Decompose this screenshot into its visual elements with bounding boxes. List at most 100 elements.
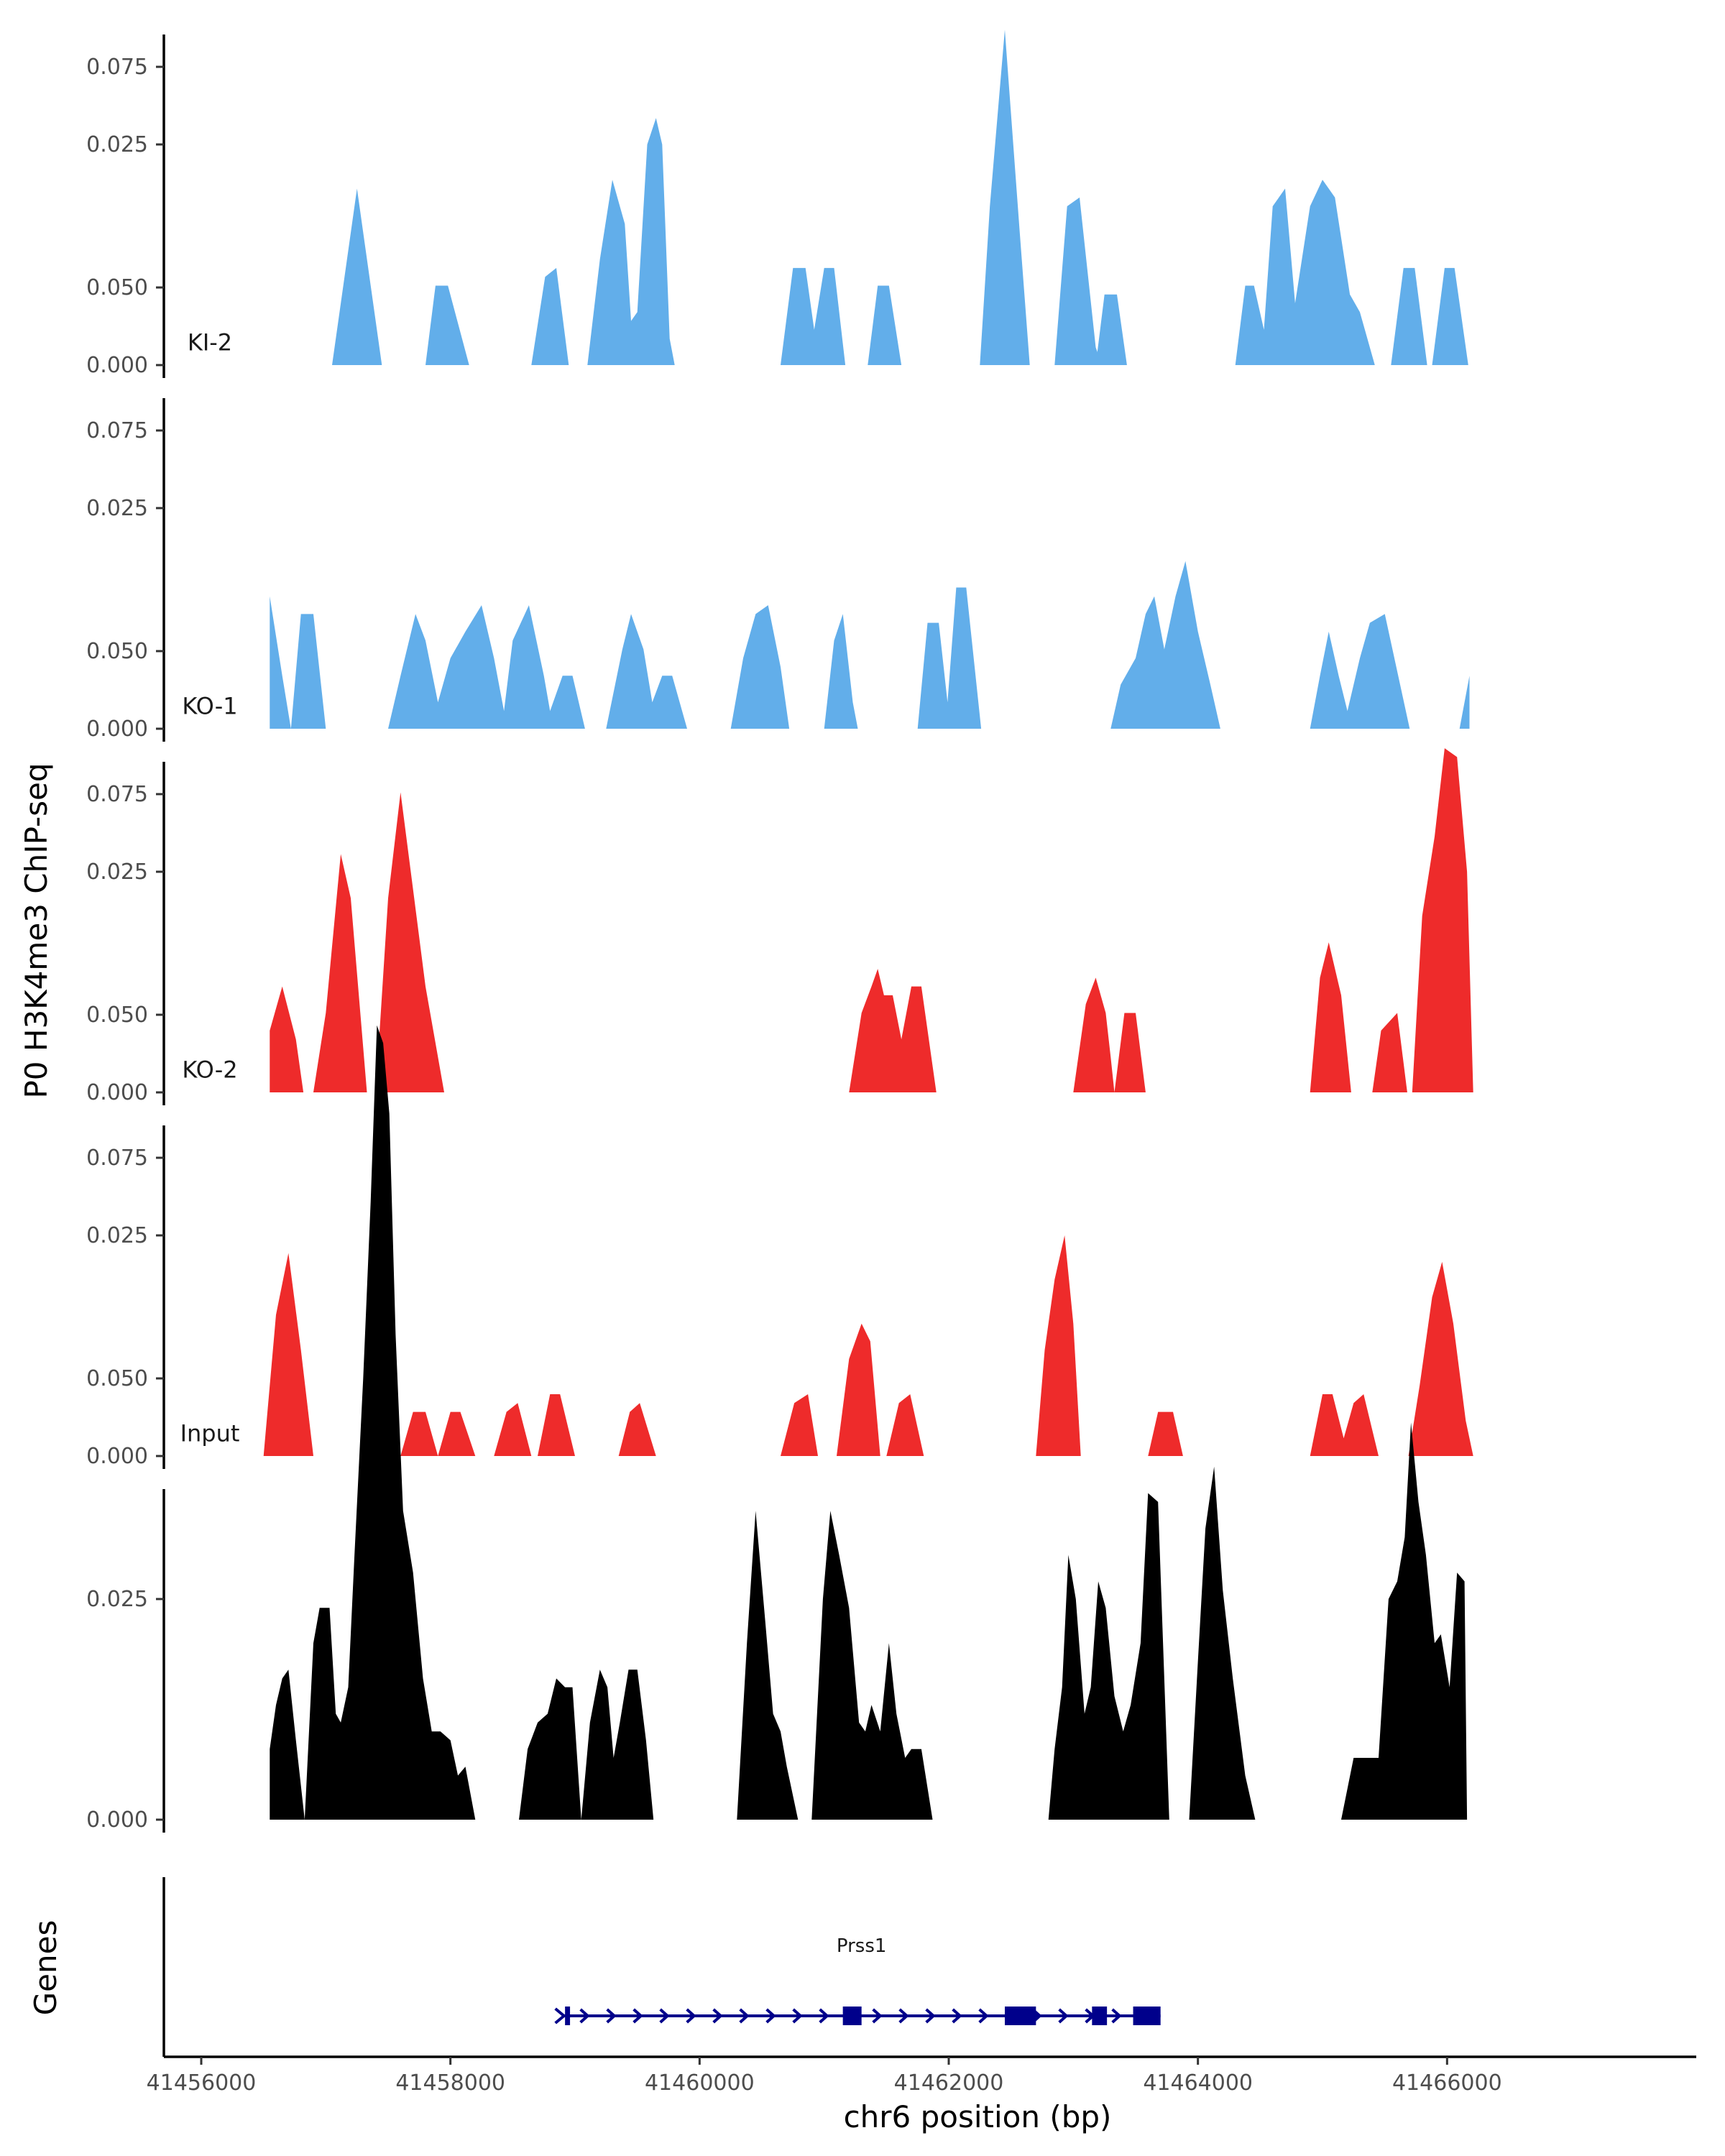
peak-ko-2-3 <box>494 1403 532 1456</box>
peak-ki-1-0 <box>332 188 382 365</box>
strand-arrow-8 <box>792 2008 803 2024</box>
y-tick-label-ki-2-3: 0.075 <box>86 55 148 80</box>
peak-ki-1-5 <box>868 285 902 365</box>
peak-ko-2-8 <box>886 1394 924 1456</box>
peak-ko-2-10 <box>1148 1411 1183 1456</box>
strand-arrow-0 <box>579 2008 590 2024</box>
peak-ki-1-3 <box>587 118 675 365</box>
y-tick-label-ko-2-1: 0.025 <box>86 1223 148 1248</box>
exon-1 <box>842 2007 862 2025</box>
x-axis-title: chr6 position (bp) <box>844 2099 1112 2134</box>
track-label-input: Input <box>180 1420 240 1447</box>
peak-input-0 <box>270 1669 305 1820</box>
x-tick-label-3: 41462000 <box>894 2070 1004 2096</box>
strand-arrow-18 <box>1058 2008 1069 2024</box>
y-tick-label-ko-1-3: 0.075 <box>86 418 148 443</box>
x-tick-label-1: 41458000 <box>395 2070 505 2096</box>
peak-ko-2-5 <box>618 1403 656 1456</box>
peak-ko-2-1 <box>400 1411 438 1456</box>
gene-track-title: Genes <box>28 1920 63 2016</box>
peak-ki-2-8 <box>1459 676 1470 729</box>
peak-input-8 <box>1341 1422 1468 1820</box>
y-tick-label-input-1: 0.025 <box>86 1587 148 1612</box>
y-tick-label-ki-2-2: 0.050 <box>86 275 148 300</box>
track-label-ki-2: KI-2 <box>188 329 232 356</box>
peak-ki-2-5 <box>917 587 982 729</box>
peak-input-6 <box>1048 1493 1169 1820</box>
strand-arrow-4 <box>686 2008 696 2024</box>
peak-input-5 <box>811 1511 933 1820</box>
exon-3 <box>1092 2007 1108 2025</box>
exon-4 <box>1133 2007 1161 2025</box>
gene-track-panel: Genes Prss1 <box>28 1877 1161 2057</box>
strand-arrow-5 <box>712 2008 723 2024</box>
peak-input-4 <box>737 1511 799 1820</box>
signal-panels: 0.0000.0250.0500.075KI-10.0000.0250.0500… <box>86 29 1473 1833</box>
peak-ki-1-4 <box>781 267 846 365</box>
strand-arrow-11 <box>872 2008 883 2024</box>
strand-arrow-13 <box>925 2008 936 2024</box>
peak-input-1 <box>304 1025 476 1820</box>
peak-ko-2-9 <box>1036 1235 1081 1456</box>
y-tick-label-ko-2-3: 0.075 <box>86 782 148 807</box>
exon-2 <box>1005 2007 1036 2025</box>
panel-ko-1: 0.000 0.025 0.050 0.075 KO-1 <box>86 418 1473 1105</box>
peak-ki-1-2 <box>531 267 569 365</box>
peak-ki-1-9 <box>1235 180 1375 365</box>
peak-ko-2-6 <box>781 1394 818 1456</box>
y-tick-label-input-3: 0.075 <box>86 1146 148 1171</box>
x-axis: 41456000 41458000 41460000 41462000 41464000… <box>147 2055 1696 2096</box>
strand-arrow-7 <box>765 2008 776 2024</box>
panel-ki-2: 0.000 0.025 0.050 0.075 KI-2 <box>86 55 1470 742</box>
peak-ko-2-4 <box>538 1394 575 1456</box>
x-tick-label-2: 41460000 <box>645 2070 755 2096</box>
strand-arrow-20 <box>1111 2008 1122 2024</box>
peak-ki-1-10 <box>1391 267 1427 365</box>
track-label-ko-2: KO-2 <box>182 1056 237 1084</box>
peak-ko-1-4 <box>1073 977 1115 1092</box>
peak-ki-1-8 <box>1095 294 1127 365</box>
y-tick-label-ki-1-0: 0.000 <box>86 353 148 378</box>
y-tick-label-ko-1-1: 0.025 <box>86 860 148 885</box>
gene-start-marker <box>554 2007 566 2024</box>
strand-arrow-9 <box>819 2008 829 2024</box>
peak-ki-2-3 <box>730 605 790 729</box>
peak-ko-1-3 <box>849 969 937 1092</box>
strand-arrow-3 <box>659 2008 670 2024</box>
strand-arrow-1 <box>606 2008 617 2024</box>
peak-ki-2-7 <box>1310 614 1410 729</box>
peak-ko-2-7 <box>837 1323 880 1456</box>
y-axis-title: P0 H3K4me3 ChIP-seq <box>19 763 54 1098</box>
x-tick-label-5: 41466000 <box>1392 2070 1502 2096</box>
y-tick-label-ko-1-2: 0.050 <box>86 639 148 664</box>
peak-ko-1-1 <box>313 854 367 1092</box>
panel-ko-2: 0.000 0.025 0.050 0.075 KO-2 <box>86 782 1473 1469</box>
peak-ko-2-11 <box>1310 1394 1379 1456</box>
strand-arrow-12 <box>898 2008 909 2024</box>
exon-0 <box>565 2007 571 2025</box>
peak-ko-2-2 <box>438 1411 476 1456</box>
peak-input-7 <box>1189 1466 1256 1820</box>
y-tick-label-ki-1-1: 0.025 <box>86 132 148 157</box>
y-tick-label-ko-1-0: 0.000 <box>86 1080 148 1105</box>
peak-ko-1-6 <box>1310 942 1351 1092</box>
peak-ko-1-7 <box>1372 1013 1407 1092</box>
strand-arrow-6 <box>739 2008 750 2024</box>
peak-ki-2-6 <box>1110 561 1220 729</box>
x-tick-label-0: 41456000 <box>147 2070 257 2096</box>
peak-ko-2-0 <box>263 1253 313 1456</box>
y-tick-label-ko-2-0: 0.000 <box>86 1444 148 1469</box>
peak-ki-2-1 <box>388 605 585 729</box>
peak-ki-1-1 <box>426 285 469 365</box>
peak-ko-1-2 <box>375 792 444 1092</box>
peak-ki-2-2 <box>606 614 687 729</box>
gene-name-label: Prss1 <box>837 1935 887 1957</box>
peak-input-3 <box>581 1669 654 1820</box>
y-tick-label-input-0: 0.000 <box>86 1807 148 1833</box>
peak-ki-2-4 <box>824 614 858 729</box>
panel-input: 0.000 0.025 0.050 0.075 Input <box>86 1025 1468 1833</box>
strand-arrow-14 <box>952 2008 962 2024</box>
peak-ko-1-0 <box>270 986 304 1092</box>
peak-input-2 <box>519 1678 581 1820</box>
